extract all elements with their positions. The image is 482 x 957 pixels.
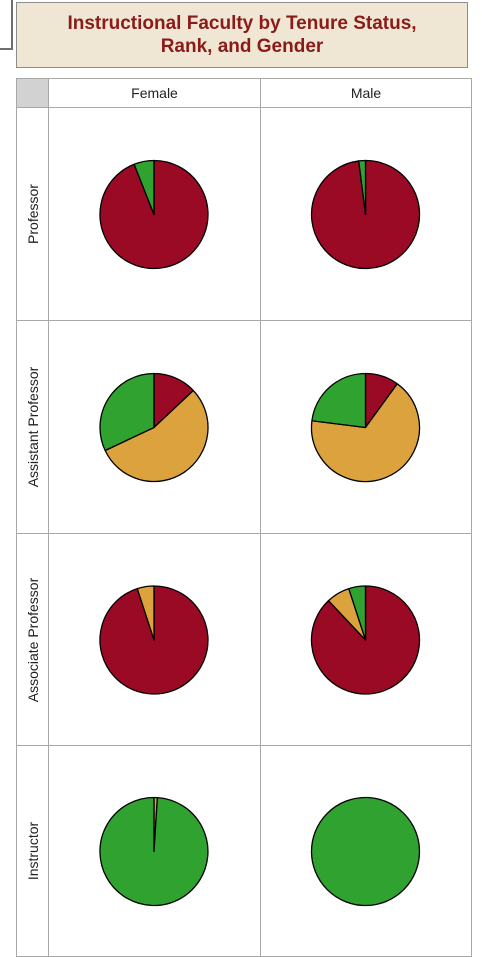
pie-slice-tenure-track	[136, 585, 155, 641]
column-header-female: Female	[49, 78, 261, 108]
pie-chart	[99, 372, 209, 483]
chart-title-line-1: Instructional Faculty by Tenure Status,	[67, 13, 417, 34]
column-header-label: Male	[350, 85, 382, 101]
pie-cell-professor-male	[261, 108, 472, 321]
pie-chart	[310, 585, 421, 695]
pie-chart	[99, 585, 209, 695]
chart-title: Instructional Faculty by Tenure Status, …	[16, 2, 468, 68]
pie-chart	[310, 796, 421, 907]
pie-cell-assistant-professor-female	[49, 321, 261, 534]
pie-chart	[310, 372, 421, 483]
pie-cell-professor-female	[49, 108, 261, 321]
row-header-label: Professor	[24, 184, 41, 244]
pie-slice-non-tenure-track	[348, 585, 367, 641]
pie-slice-non-tenure-track	[310, 796, 421, 907]
row-header-label: Instructor	[24, 821, 41, 881]
column-header-male: Male	[261, 78, 472, 108]
pie-cell-associate-professor-male	[261, 534, 472, 746]
pie-cell-associate-professor-female	[49, 534, 261, 746]
row-header-assistant-professor: Assistant Professor	[16, 321, 49, 534]
pie-grid: Female Male Professor Assistant Professo…	[16, 78, 472, 957]
pie-slice-tenure-track	[310, 383, 421, 483]
row-header-instructor: Instructor	[16, 746, 49, 957]
pie-slice-non-tenure-track	[358, 159, 367, 216]
pie-slice-non-tenure-track	[99, 372, 155, 452]
chart-title-line-2: Rank, and Gender	[160, 36, 324, 57]
pie-chart	[99, 159, 209, 270]
row-header-label: Associate Professor	[24, 577, 41, 702]
pie-slice-non-tenure-track	[311, 372, 367, 429]
row-header-associate-professor: Associate Professor	[16, 534, 49, 746]
pie-slice-non-tenure-track	[133, 159, 155, 216]
pie-cell-assistant-professor-male	[261, 321, 472, 534]
row-header-label: Assistant Professor	[24, 366, 41, 488]
pie-chart	[310, 159, 421, 270]
pie-chart	[99, 796, 209, 907]
pie-cell-instructor-male	[261, 746, 472, 957]
column-header-label: Female	[131, 85, 178, 101]
pie-cell-instructor-female	[49, 746, 261, 957]
panel-edge-tab	[0, 0, 13, 50]
pie-slice-tenure-track	[104, 389, 209, 483]
pie-slice-non-tenure-track	[99, 796, 209, 907]
grid-corner	[16, 78, 49, 108]
row-header-professor: Professor	[16, 108, 49, 321]
